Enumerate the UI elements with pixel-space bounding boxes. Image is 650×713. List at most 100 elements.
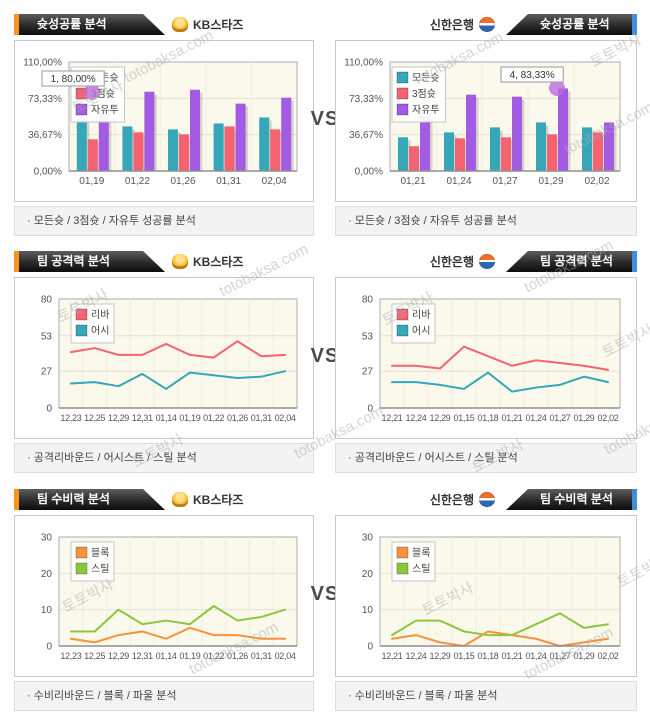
section-tab-label: 팀 수비력 분석 — [37, 492, 110, 506]
orange-accent-bar — [14, 14, 19, 35]
chart-container: 0,00% 36,67% 73,33% 110,00% 01,19 01,22 01,26 0… — [14, 40, 314, 202]
team-name: 신한은행 — [429, 493, 474, 507]
svg-text:01,15: 01,15 — [453, 651, 474, 661]
orange-accent-bar — [14, 489, 19, 510]
row-shot-success: 슛성공률 분석 KB스타즈 0,00% 36,67% 73,33% 110,00% 01… — [14, 8, 637, 236]
svg-text:블록: 블록 — [412, 547, 430, 559]
svg-text:80: 80 — [362, 295, 374, 306]
team-header: 신한은행 — [430, 251, 495, 272]
row-defense: 팀 수비력 분석 KB스타즈 0 10 20 30 12,23 12,25 12,29 12,… — [14, 483, 637, 711]
card-header: 신한은행 슛성공률 분석 — [335, 8, 637, 40]
svg-text:01,27: 01,27 — [549, 413, 570, 423]
vs-label: VS — [310, 108, 340, 130]
svg-text:01,14: 01,14 — [156, 413, 177, 423]
shot-success-chart-kb[interactable]: 0,00% 36,67% 73,33% 110,00% 01,19 01,22 01,26 0… — [15, 41, 313, 199]
svg-text:10: 10 — [362, 605, 374, 616]
svg-text:02,04: 02,04 — [262, 176, 287, 187]
card-header: 팀 수비력 분석 KB스타즈 — [14, 483, 314, 515]
vs-label: VS — [310, 583, 340, 605]
svg-text:모든슛: 모든슛 — [412, 72, 440, 84]
chart-container: 0,00% 36,67% 73,33% 110,00% 01,21 01,24 01,27 0… — [335, 40, 637, 202]
svg-text:12,25: 12,25 — [84, 413, 105, 423]
svg-text:10: 10 — [41, 605, 53, 616]
svg-text:리바: 리바 — [412, 309, 430, 321]
shinhan-bank-logo-icon — [479, 492, 495, 507]
card-header: 팀 공격력 분석 KB스타즈 — [14, 245, 314, 277]
chart-container: 0 27 53 80 12,23 12,25 12,29 12,31 01,14 01,19 01,… — [14, 277, 314, 439]
section-tab: 슛성공률 분석 — [19, 14, 165, 35]
chart-footer-note: · 모든슛 / 3점슛 / 자유투 성공률 분석 — [335, 206, 637, 236]
section-tab: 팀 수비력 분석 — [506, 489, 632, 510]
kb-stars-logo-icon — [172, 17, 188, 32]
team-name: 신한은행 — [429, 255, 474, 269]
svg-text:73,33%: 73,33% — [349, 94, 383, 105]
team-header: 신한은행 — [430, 14, 495, 35]
section-tab-label: 팀 공격력 분석 — [37, 254, 110, 268]
section-tab: 팀 공격력 분석 — [19, 251, 165, 272]
chart-container: 0 10 20 30 12,21 12,24 12,29 01,15 01,18 01,21 01,… — [335, 515, 637, 677]
chart-footer-note: · 수비리바운드 / 블록 / 파울 분석 — [335, 681, 637, 711]
svg-text:12,24: 12,24 — [405, 651, 426, 661]
svg-text:4, 83,33%: 4, 83,33% — [510, 70, 555, 81]
svg-text:12,23: 12,23 — [60, 651, 81, 661]
svg-text:01,22: 01,22 — [203, 413, 224, 423]
svg-text:1, 80,00%: 1, 80,00% — [51, 74, 96, 85]
svg-text:01,26: 01,26 — [227, 413, 248, 423]
svg-text:01,18: 01,18 — [477, 651, 498, 661]
chart-container: 0 10 20 30 12,23 12,25 12,29 12,31 01,14 01,19 01,… — [14, 515, 314, 677]
team-name: KB스타즈 — [193, 493, 244, 507]
svg-text:01,26: 01,26 — [227, 651, 248, 661]
svg-text:01,19: 01,19 — [179, 413, 200, 423]
svg-text:110,00%: 110,00% — [344, 58, 383, 69]
svg-text:80: 80 — [41, 295, 53, 306]
svg-text:어시: 어시 — [91, 325, 109, 337]
card-shot-shinhan: 신한은행 슛성공률 분석 0,00% 36,67% 73,33% 110,00% 01,… — [335, 8, 637, 236]
section-tab-label: 팀 수비력 분석 — [540, 492, 613, 506]
svg-text:53: 53 — [41, 331, 53, 342]
svg-text:스틸: 스틸 — [412, 562, 430, 575]
svg-text:20: 20 — [41, 569, 53, 580]
section-tab: 슛성공률 분석 — [506, 14, 632, 35]
blue-accent-bar — [632, 14, 637, 35]
chart-footer-note: · 공격리바운드 / 어시스트 / 스틸 분석 — [14, 443, 314, 473]
orange-accent-bar — [14, 251, 19, 272]
svg-text:0: 0 — [46, 642, 52, 653]
svg-text:53: 53 — [362, 331, 374, 342]
svg-text:0,00%: 0,00% — [34, 167, 62, 178]
svg-text:02,02: 02,02 — [584, 176, 609, 187]
vs-label: VS — [310, 345, 340, 367]
chart-container: 0 27 53 80 12,21 12,24 12,29 01,15 01,18 01,21 01,… — [335, 277, 637, 439]
svg-text:자유투: 자유투 — [412, 104, 440, 116]
svg-text:01,31: 01,31 — [251, 413, 272, 423]
svg-text:36,67%: 36,67% — [349, 130, 383, 141]
section-tab-label: 슛성공률 분석 — [540, 17, 610, 31]
chart-footer-note: · 모든슛 / 3점슛 / 자유투 성공률 분석 — [14, 206, 314, 236]
svg-text:0: 0 — [367, 404, 373, 415]
card-header: 슛성공률 분석 KB스타즈 — [14, 8, 314, 40]
svg-text:02,02: 02,02 — [597, 651, 618, 661]
kb-stars-logo-icon — [172, 492, 188, 507]
svg-text:01,29: 01,29 — [538, 176, 563, 187]
svg-text:27: 27 — [362, 367, 374, 378]
svg-text:12,31: 12,31 — [132, 651, 153, 661]
blue-accent-bar — [632, 251, 637, 272]
shinhan-bank-logo-icon — [479, 254, 495, 269]
card-header: 신한은행 팀 공격력 분석 — [335, 245, 637, 277]
svg-text:01,26: 01,26 — [170, 176, 195, 187]
svg-text:36,67%: 36,67% — [28, 130, 62, 141]
svg-text:01,21: 01,21 — [501, 413, 522, 423]
svg-text:리바: 리바 — [91, 309, 109, 321]
svg-text:01,31: 01,31 — [251, 651, 272, 661]
svg-text:12,21: 12,21 — [381, 651, 402, 661]
svg-text:0: 0 — [46, 404, 52, 415]
shot-success-chart-shinhan[interactable]: 0,00% 36,67% 73,33% 110,00% 01,21 01,24 01,27 0… — [336, 41, 636, 199]
card-offense-shinhan: 신한은행 팀 공격력 분석 0 27 53 80 12,21 12,24 12,29 01,1… — [335, 245, 637, 473]
section-tab-label: 슛성공률 분석 — [37, 17, 107, 31]
svg-text:0: 0 — [367, 642, 373, 653]
svg-text:12,29: 12,29 — [108, 651, 129, 661]
svg-text:12,29: 12,29 — [108, 413, 129, 423]
